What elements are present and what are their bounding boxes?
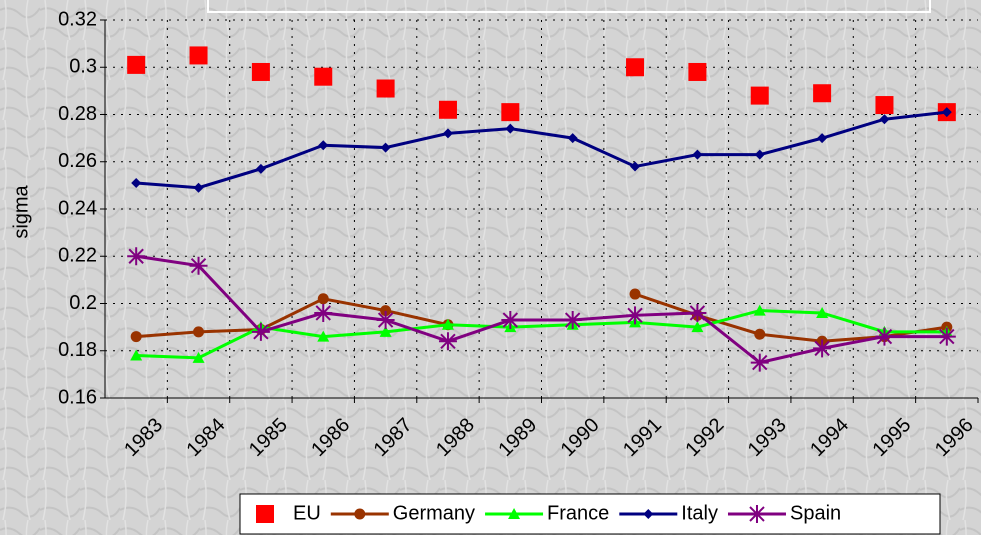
marker	[626, 58, 645, 77]
marker	[750, 86, 769, 105]
marker	[251, 322, 270, 341]
marker	[753, 304, 766, 316]
marker	[691, 321, 704, 333]
marker	[251, 62, 270, 81]
marker	[130, 331, 142, 343]
marker	[754, 328, 766, 340]
marker	[643, 509, 654, 519]
marker	[442, 128, 453, 139]
legend-label: Germany	[393, 502, 475, 524]
marker	[813, 339, 832, 358]
y-tick-label: 0.3	[69, 56, 97, 78]
marker	[747, 505, 766, 523]
series-line	[135, 254, 947, 365]
marker	[256, 505, 274, 523]
marker	[567, 133, 578, 144]
marker	[505, 123, 516, 134]
y-tick-label: 0.28	[58, 103, 97, 125]
marker	[692, 149, 703, 160]
y-tick-label: 0.32	[58, 8, 97, 30]
marker	[688, 62, 707, 81]
marker	[314, 303, 333, 322]
marker	[380, 142, 391, 153]
y-tick-label: 0.24	[58, 197, 97, 219]
marker	[626, 306, 645, 325]
marker	[563, 311, 582, 330]
marker	[937, 327, 956, 346]
legend: EU Germany France Italy Spain	[239, 493, 941, 535]
marker	[941, 107, 952, 118]
marker	[189, 46, 208, 65]
legend-label: Spain	[790, 502, 841, 524]
legend-label: France	[547, 502, 609, 524]
marker	[438, 100, 457, 119]
marker	[816, 306, 829, 318]
y-tick-label: 0.22	[58, 245, 97, 267]
legend-label: EU	[293, 502, 321, 524]
marker	[754, 149, 765, 160]
marker	[130, 349, 143, 361]
marker	[317, 293, 329, 305]
marker	[501, 103, 520, 122]
marker	[189, 256, 208, 275]
marker	[314, 67, 333, 86]
y-axis-label: sigma	[10, 184, 32, 238]
marker	[376, 311, 395, 330]
marker	[441, 318, 454, 330]
marker	[127, 247, 146, 266]
marker	[630, 161, 641, 172]
marker	[750, 353, 769, 372]
marker	[379, 325, 392, 337]
series-line	[136, 110, 947, 190]
y-tick-label: 0.16	[58, 386, 97, 408]
legend-label: Italy	[681, 502, 718, 524]
marker	[501, 311, 520, 330]
marker	[875, 327, 894, 346]
marker	[879, 114, 890, 125]
series-line	[136, 292, 948, 343]
y-tick-label: 0.26	[58, 150, 97, 172]
marker	[817, 133, 828, 144]
marker	[193, 182, 204, 193]
marker	[354, 508, 366, 520]
y-tick-label: 0.18	[58, 339, 97, 361]
marker	[255, 163, 266, 174]
marker	[318, 140, 329, 151]
marker	[508, 508, 521, 519]
marker	[380, 305, 392, 317]
marker	[629, 288, 641, 300]
marker	[875, 96, 894, 115]
marker	[131, 178, 142, 189]
marker	[438, 332, 457, 351]
y-tick-label: 0.2	[69, 292, 97, 314]
marker	[813, 84, 832, 103]
marker	[688, 303, 707, 322]
marker	[376, 79, 395, 98]
marker	[317, 330, 330, 342]
marker	[193, 326, 205, 338]
marker	[127, 55, 146, 74]
top-box	[207, 0, 931, 13]
marker	[192, 351, 205, 363]
